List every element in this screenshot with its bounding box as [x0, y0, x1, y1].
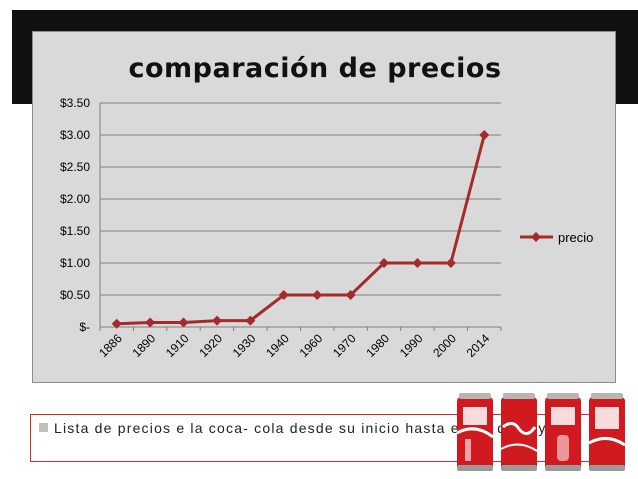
gridlines	[100, 102, 501, 296]
chart-title: comparación de precios	[128, 53, 501, 84]
price-line-chart: comparación de precios $- $0.50 $1.00 $1.50…	[60, 53, 593, 360]
data-point	[345, 290, 356, 300]
y-tick-label: $2.00	[60, 192, 90, 206]
x-tick-label: 2000	[430, 331, 459, 360]
data-point	[379, 258, 390, 268]
x-tick-label: 1990	[397, 331, 426, 360]
chart-frame: comparación de precios $- $0.50 $1.00 $1.50…	[32, 31, 616, 383]
data-point	[178, 317, 189, 328]
y-tick-label: $0.50	[60, 288, 90, 302]
y-tick-label: $1.00	[60, 256, 90, 270]
y-axis-tick-labels: $- $0.50 $1.00 $1.50 $2.00 $2.50 $3.00 $3.50	[60, 96, 90, 334]
x-tick-label: 1886	[96, 331, 125, 360]
data-point	[312, 290, 323, 300]
y-tick-label: $-	[79, 320, 90, 334]
axes	[99, 103, 502, 331]
x-tick-label: 1970	[330, 331, 359, 360]
data-point	[479, 130, 490, 140]
coca-cola-can-icon	[500, 393, 538, 471]
x-tick-label: 1980	[363, 331, 392, 360]
series-precio	[111, 130, 490, 329]
x-tick-label: 1930	[230, 331, 259, 360]
data-point	[145, 317, 156, 328]
x-tick-label: 1910	[163, 331, 192, 360]
data-point	[412, 258, 423, 268]
x-tick-label: 1940	[263, 331, 292, 360]
y-tick-label: $1.50	[60, 224, 90, 238]
x-tick-label: 1960	[297, 331, 326, 360]
data-point	[278, 290, 289, 300]
coca-cola-can-icon	[588, 393, 626, 471]
x-axis-tick-labels: 1886 1890 1910 1920 1930 1940 1960 1970 1980 1990…	[96, 331, 493, 360]
x-tick-label: 1920	[196, 331, 225, 360]
coca-cola-can-icon	[456, 393, 494, 471]
coca-cola-cans-image	[455, 393, 631, 473]
legend-marker	[531, 232, 541, 242]
y-tick-label: $3.00	[60, 128, 90, 142]
y-tick-label: $3.50	[60, 96, 90, 110]
caption-box: Lista de precios e la coca- cola desde s…	[30, 414, 606, 462]
legend: precio	[520, 230, 593, 245]
bullet-icon	[39, 423, 48, 432]
legend-label: precio	[558, 230, 593, 245]
caption-text: Lista de precios e la coca- cola desde s…	[54, 420, 551, 436]
data-point	[245, 315, 256, 326]
coca-cola-can-icon	[545, 393, 581, 471]
data-point	[211, 315, 222, 326]
data-point	[111, 318, 122, 329]
x-tick-label: 1890	[129, 331, 158, 360]
data-point	[445, 258, 456, 268]
x-tick-label: 2014	[464, 331, 493, 360]
series-line	[116, 134, 486, 326]
y-tick-label: $2.50	[60, 160, 90, 174]
